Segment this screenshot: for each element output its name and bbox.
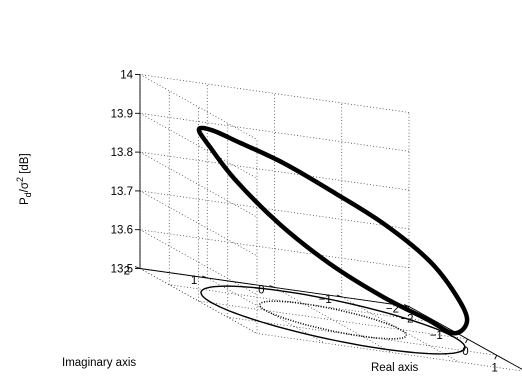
z-axis-label: Pd/σ2 [dB] <box>15 153 33 205</box>
y-tick-label: 0 <box>258 285 264 297</box>
y-tick-label: −1 <box>319 294 332 306</box>
y-tick-label: 1 <box>191 275 197 287</box>
floor-grid-line <box>169 284 439 324</box>
y-tick-mark <box>403 304 410 307</box>
z-tick-label: 13.6 <box>111 225 133 237</box>
x-tick-label: 1 <box>492 362 498 374</box>
wall-grid-line <box>139 112 410 152</box>
wall-grid-line <box>139 151 410 191</box>
y-tick-mark <box>336 294 342 298</box>
series <box>196 125 470 355</box>
floor-grid-line <box>198 300 468 340</box>
x-tick-mark <box>494 355 498 360</box>
y-tick-mark <box>202 275 208 279</box>
floor-grid-line <box>227 316 497 356</box>
y-axis-label: Imaginary axis <box>62 357 136 369</box>
z-tick-label: 13.8 <box>111 147 133 159</box>
wall-grid-line <box>139 74 410 113</box>
y-tick-mark <box>269 285 275 288</box>
series-2-line <box>200 285 466 355</box>
x-tick-label: −1 <box>430 330 443 342</box>
x-tick-mark <box>465 338 468 344</box>
x-tick-label: 0 <box>462 346 468 358</box>
y-tick-label: 2 <box>124 266 130 278</box>
wall-grid-line <box>139 112 258 179</box>
series-3-line <box>258 300 408 340</box>
floor-grid-line <box>256 333 522 372</box>
wall-grid-line <box>139 190 410 230</box>
x-axis-label: Real axis <box>371 362 419 374</box>
z-tick-label: 13.5 <box>111 264 133 276</box>
series-1-line <box>196 125 470 336</box>
wall-grid-line <box>139 229 410 269</box>
z-tick-label: 13.9 <box>111 108 133 120</box>
z-tick-label: 14 <box>120 70 133 82</box>
z-tick-label: 13.7 <box>111 186 133 198</box>
floor-grid-line <box>207 277 325 344</box>
y-tick-label: −2 <box>386 304 399 316</box>
